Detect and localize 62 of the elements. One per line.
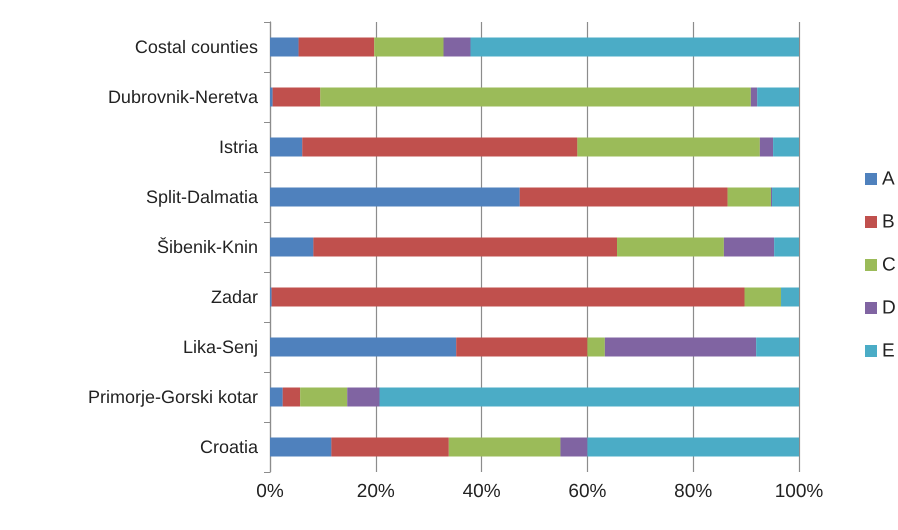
bar [270, 38, 299, 56]
x-tick-label: 60% [568, 481, 607, 502]
bar [577, 138, 760, 156]
y-tick-label: Šibenik-Knin [156, 237, 258, 257]
x-tick-label: 100% [774, 481, 824, 502]
bar [374, 38, 444, 56]
bar [300, 388, 348, 406]
legend-label: C [882, 254, 896, 276]
bar [302, 138, 578, 156]
bar [470, 38, 799, 56]
bar [270, 238, 314, 256]
bar [282, 388, 300, 406]
bar [520, 188, 728, 206]
bar [772, 188, 799, 206]
bar [724, 238, 774, 256]
bar [604, 338, 756, 356]
bar [757, 88, 799, 106]
x-tick-label: 0% [256, 481, 284, 502]
bar [728, 188, 771, 206]
bar [313, 238, 618, 256]
bar [560, 438, 588, 456]
bar [750, 88, 758, 106]
x-tick-label: 40% [462, 481, 501, 502]
bar [617, 238, 724, 256]
bar [773, 138, 799, 156]
legend-label: E [882, 340, 895, 362]
bar [320, 88, 751, 106]
y-tick-label: Zadar [210, 287, 258, 307]
y-tick-label: Dubrovnik-Neretva [108, 87, 259, 107]
bar [380, 388, 799, 406]
y-tick-label: Lika-Senj [182, 337, 258, 357]
bar [760, 138, 774, 156]
bar [347, 388, 380, 406]
x-tick-label: 20% [356, 481, 395, 502]
y-tick-label: Split-Dalmatia [146, 187, 259, 207]
bar [587, 438, 799, 456]
bar [774, 238, 799, 256]
bar [272, 288, 745, 306]
legend-label: B [882, 212, 895, 232]
bar [744, 288, 782, 306]
y-tick-label: Primorje-Gorski kotar [88, 387, 258, 407]
bar [781, 288, 799, 306]
bar [270, 188, 520, 206]
bar [444, 38, 470, 56]
bar [272, 88, 320, 106]
y-tick-label: Istria [218, 137, 259, 157]
y-tick-label: Croatia [200, 437, 259, 457]
bar [270, 438, 332, 456]
bar [448, 438, 560, 456]
bar [456, 338, 588, 356]
x-tick-label: 80% [674, 481, 712, 502]
bar [331, 438, 449, 456]
bar [756, 338, 799, 356]
bar [270, 138, 302, 156]
legend-label: A [882, 168, 895, 190]
y-tick-label: Costal counties [134, 37, 258, 57]
bar [270, 338, 456, 356]
bar [270, 388, 283, 406]
bar [270, 88, 273, 106]
bar [298, 38, 374, 56]
bar [587, 338, 605, 356]
legend-label: D [882, 298, 896, 318]
